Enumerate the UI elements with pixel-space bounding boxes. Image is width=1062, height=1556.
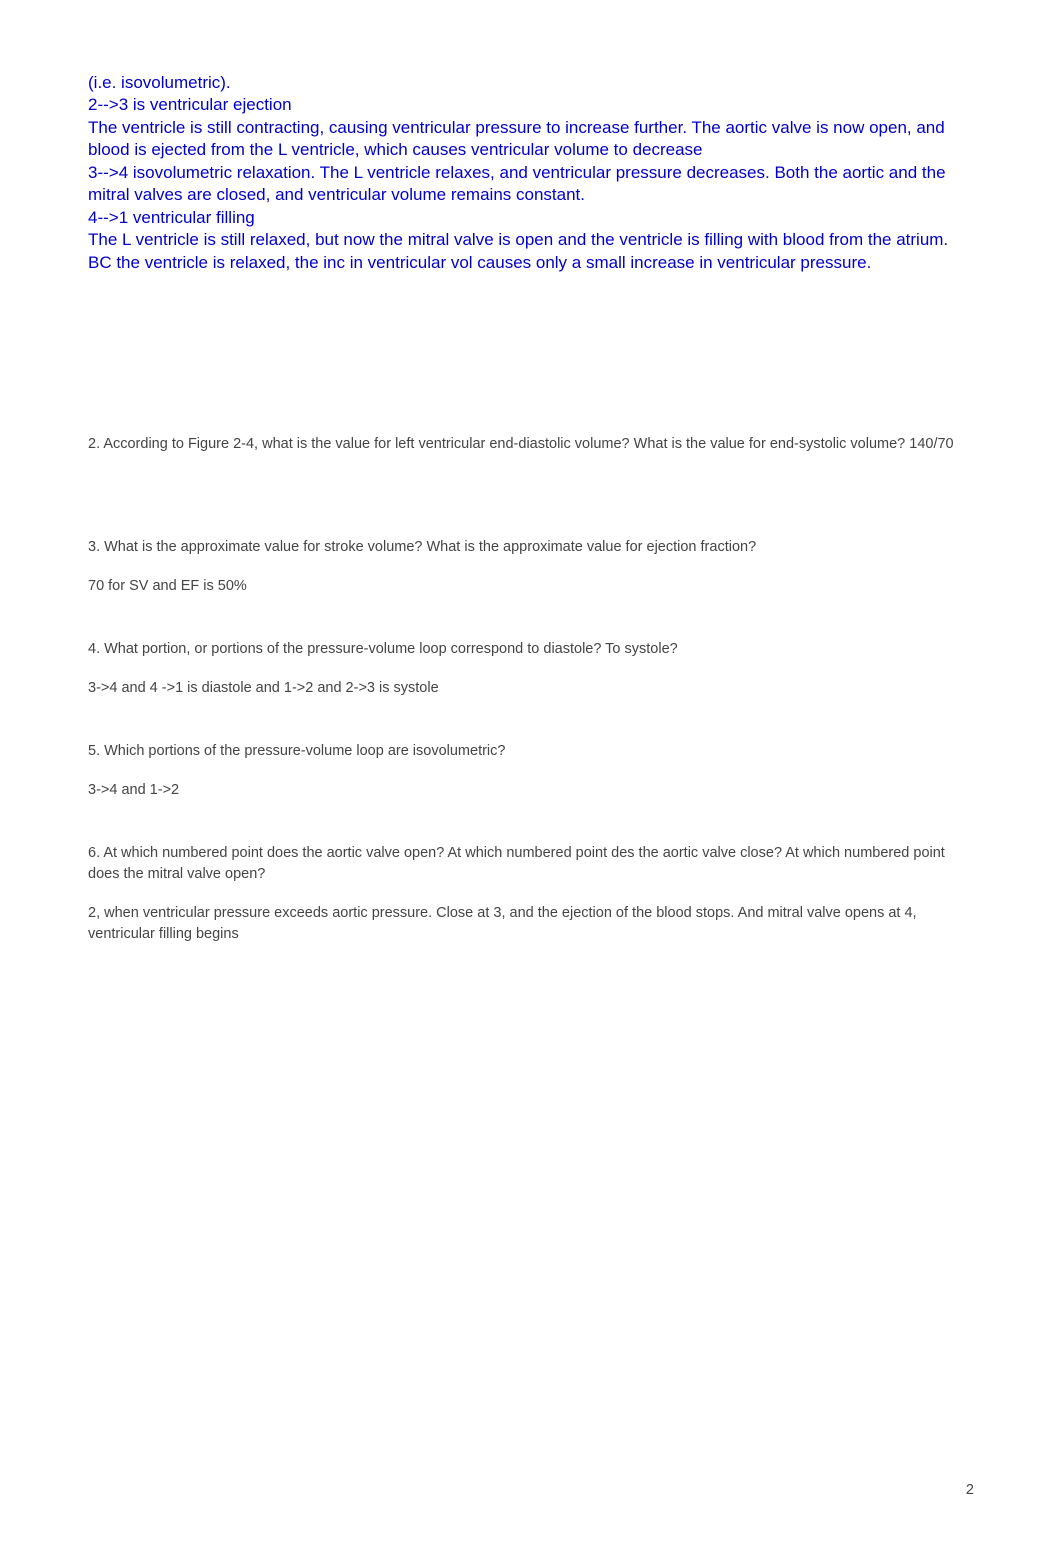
question-6-prompt: 6. At which numbered point does the aort… [88,843,974,885]
question-5: 5. Which portions of the pressure-volume… [88,741,974,801]
question-6: 6. At which numbered point does the aort… [88,843,974,945]
line-2to3-body: The ventricle is still contracting, caus… [88,117,974,162]
question-3-answer: 70 for SV and EF is 50% [88,576,974,597]
question-3-prompt: 3. What is the approximate value for str… [88,537,974,558]
intro-blue-block: (i.e. isovolumetric). 2-->3 is ventricul… [88,72,974,274]
line-2to3-heading: 2-->3 is ventricular ejection [88,94,974,116]
line-4to1-heading: 4-->1 ventricular filling [88,207,974,229]
question-6-answer: 2, when ventricular pressure exceeds aor… [88,903,974,945]
question-4-answer: 3->4 and 4 ->1 is diastole and 1->2 and … [88,678,974,699]
line-3to4: 3-->4 isovolumetric relaxation. The L ve… [88,162,974,207]
question-5-answer: 3->4 and 1->2 [88,780,974,801]
question-4-prompt: 4. What portion, or portions of the pres… [88,639,974,660]
question-2-prompt: 2. According to Figure 2-4, what is the … [88,434,974,455]
question-3: 3. What is the approximate value for str… [88,537,974,597]
question-5-prompt: 5. Which portions of the pressure-volume… [88,741,974,762]
line-4to1-body: The L ventricle is still relaxed, but no… [88,229,974,274]
question-2: 2. According to Figure 2-4, what is the … [88,434,974,455]
page-number: 2 [966,1482,974,1498]
line-isovolumetric: (i.e. isovolumetric). [88,72,974,94]
question-4: 4. What portion, or portions of the pres… [88,639,974,699]
